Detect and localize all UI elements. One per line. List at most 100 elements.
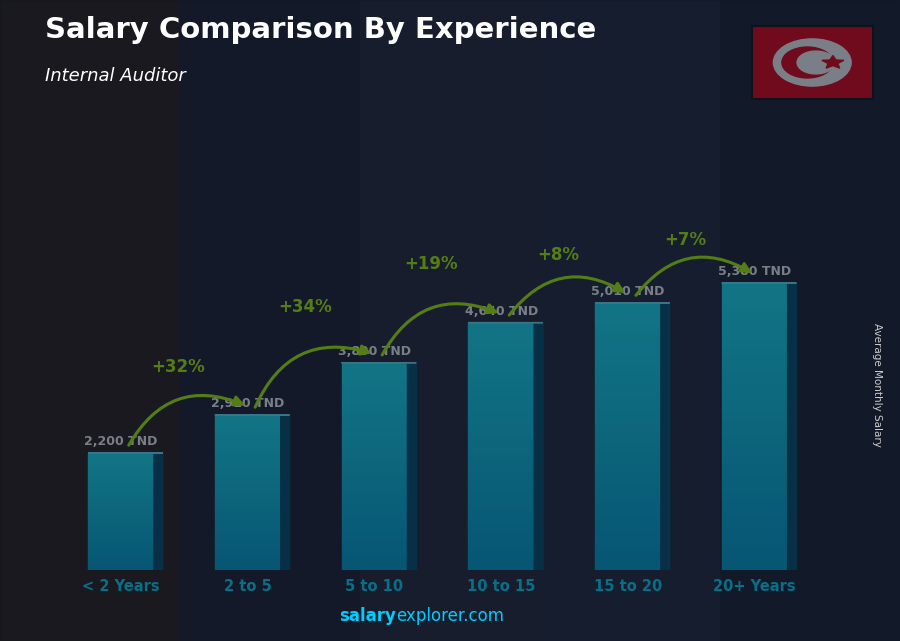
Bar bbox=[595, 323, 661, 329]
Bar bbox=[468, 385, 534, 391]
Bar bbox=[215, 567, 281, 570]
Bar bbox=[722, 319, 788, 326]
Bar bbox=[722, 528, 788, 535]
Bar bbox=[468, 564, 534, 570]
Bar bbox=[88, 488, 154, 491]
Bar bbox=[722, 376, 788, 384]
Bar bbox=[215, 489, 281, 493]
Bar bbox=[88, 512, 154, 515]
Bar bbox=[595, 390, 661, 397]
Bar bbox=[215, 477, 281, 481]
Bar bbox=[341, 440, 408, 446]
Bar bbox=[341, 513, 408, 519]
Bar bbox=[468, 440, 534, 447]
Bar bbox=[341, 467, 408, 472]
Bar bbox=[341, 529, 408, 534]
Bar bbox=[88, 562, 154, 565]
Bar bbox=[468, 552, 534, 558]
Bar bbox=[468, 360, 534, 366]
Bar bbox=[88, 482, 154, 485]
Bar bbox=[341, 487, 408, 492]
Text: salary: salary bbox=[339, 607, 396, 625]
Bar bbox=[595, 517, 661, 524]
Bar bbox=[595, 557, 661, 564]
Bar bbox=[215, 465, 281, 469]
Bar bbox=[341, 482, 408, 487]
Bar bbox=[88, 553, 154, 556]
Bar bbox=[468, 503, 534, 508]
Bar bbox=[468, 415, 534, 422]
Bar bbox=[595, 483, 661, 490]
Bar bbox=[595, 363, 661, 370]
Bar bbox=[468, 508, 534, 515]
Bar bbox=[468, 434, 534, 440]
Bar bbox=[215, 528, 281, 531]
Bar bbox=[88, 459, 154, 462]
Bar bbox=[88, 547, 154, 550]
Bar bbox=[722, 405, 788, 412]
Bar bbox=[595, 490, 661, 497]
Bar bbox=[595, 397, 661, 403]
Bar bbox=[88, 494, 154, 497]
Bar bbox=[595, 504, 661, 510]
Text: 3,890 TND: 3,890 TND bbox=[338, 345, 411, 358]
Bar bbox=[595, 370, 661, 376]
Bar bbox=[88, 476, 154, 479]
Bar bbox=[722, 326, 788, 333]
Polygon shape bbox=[408, 363, 417, 570]
Bar bbox=[215, 435, 281, 438]
Bar bbox=[88, 529, 154, 532]
Bar bbox=[341, 534, 408, 539]
Bar bbox=[88, 518, 154, 520]
Polygon shape bbox=[661, 303, 670, 570]
Bar bbox=[341, 394, 408, 399]
Bar bbox=[88, 453, 154, 456]
Bar bbox=[88, 474, 154, 476]
Bar bbox=[595, 417, 661, 423]
Bar bbox=[468, 515, 534, 521]
Bar bbox=[468, 496, 534, 503]
Bar bbox=[722, 563, 788, 570]
Bar bbox=[215, 423, 281, 427]
Bar bbox=[215, 450, 281, 454]
Bar bbox=[88, 465, 154, 468]
Bar bbox=[595, 537, 661, 544]
Bar bbox=[722, 340, 788, 348]
Bar bbox=[341, 430, 408, 435]
Bar bbox=[595, 316, 661, 323]
Bar bbox=[341, 565, 408, 570]
Bar bbox=[88, 544, 154, 547]
Bar bbox=[595, 463, 661, 470]
Bar bbox=[722, 384, 788, 391]
Bar bbox=[722, 477, 788, 485]
Bar bbox=[341, 524, 408, 529]
Bar bbox=[468, 347, 534, 354]
Polygon shape bbox=[822, 56, 844, 68]
Bar bbox=[595, 497, 661, 504]
Bar bbox=[88, 509, 154, 512]
Bar bbox=[88, 541, 154, 544]
Bar bbox=[341, 435, 408, 440]
Bar bbox=[341, 446, 408, 451]
Bar bbox=[215, 551, 281, 555]
Text: +8%: +8% bbox=[537, 246, 580, 264]
Text: +32%: +32% bbox=[151, 358, 205, 376]
Bar bbox=[468, 527, 534, 533]
Text: Salary Comparison By Experience: Salary Comparison By Experience bbox=[45, 16, 596, 44]
Bar bbox=[215, 485, 281, 489]
Bar bbox=[468, 372, 534, 378]
Bar bbox=[215, 512, 281, 516]
Bar bbox=[341, 519, 408, 524]
Bar bbox=[215, 446, 281, 450]
Bar bbox=[595, 329, 661, 337]
Bar bbox=[595, 450, 661, 457]
Bar bbox=[215, 508, 281, 512]
Bar bbox=[595, 383, 661, 390]
Bar bbox=[468, 329, 534, 335]
Bar bbox=[595, 303, 661, 310]
Bar bbox=[215, 493, 281, 497]
Bar bbox=[595, 423, 661, 430]
Bar bbox=[722, 391, 788, 398]
Bar bbox=[341, 451, 408, 456]
Bar bbox=[722, 355, 788, 362]
